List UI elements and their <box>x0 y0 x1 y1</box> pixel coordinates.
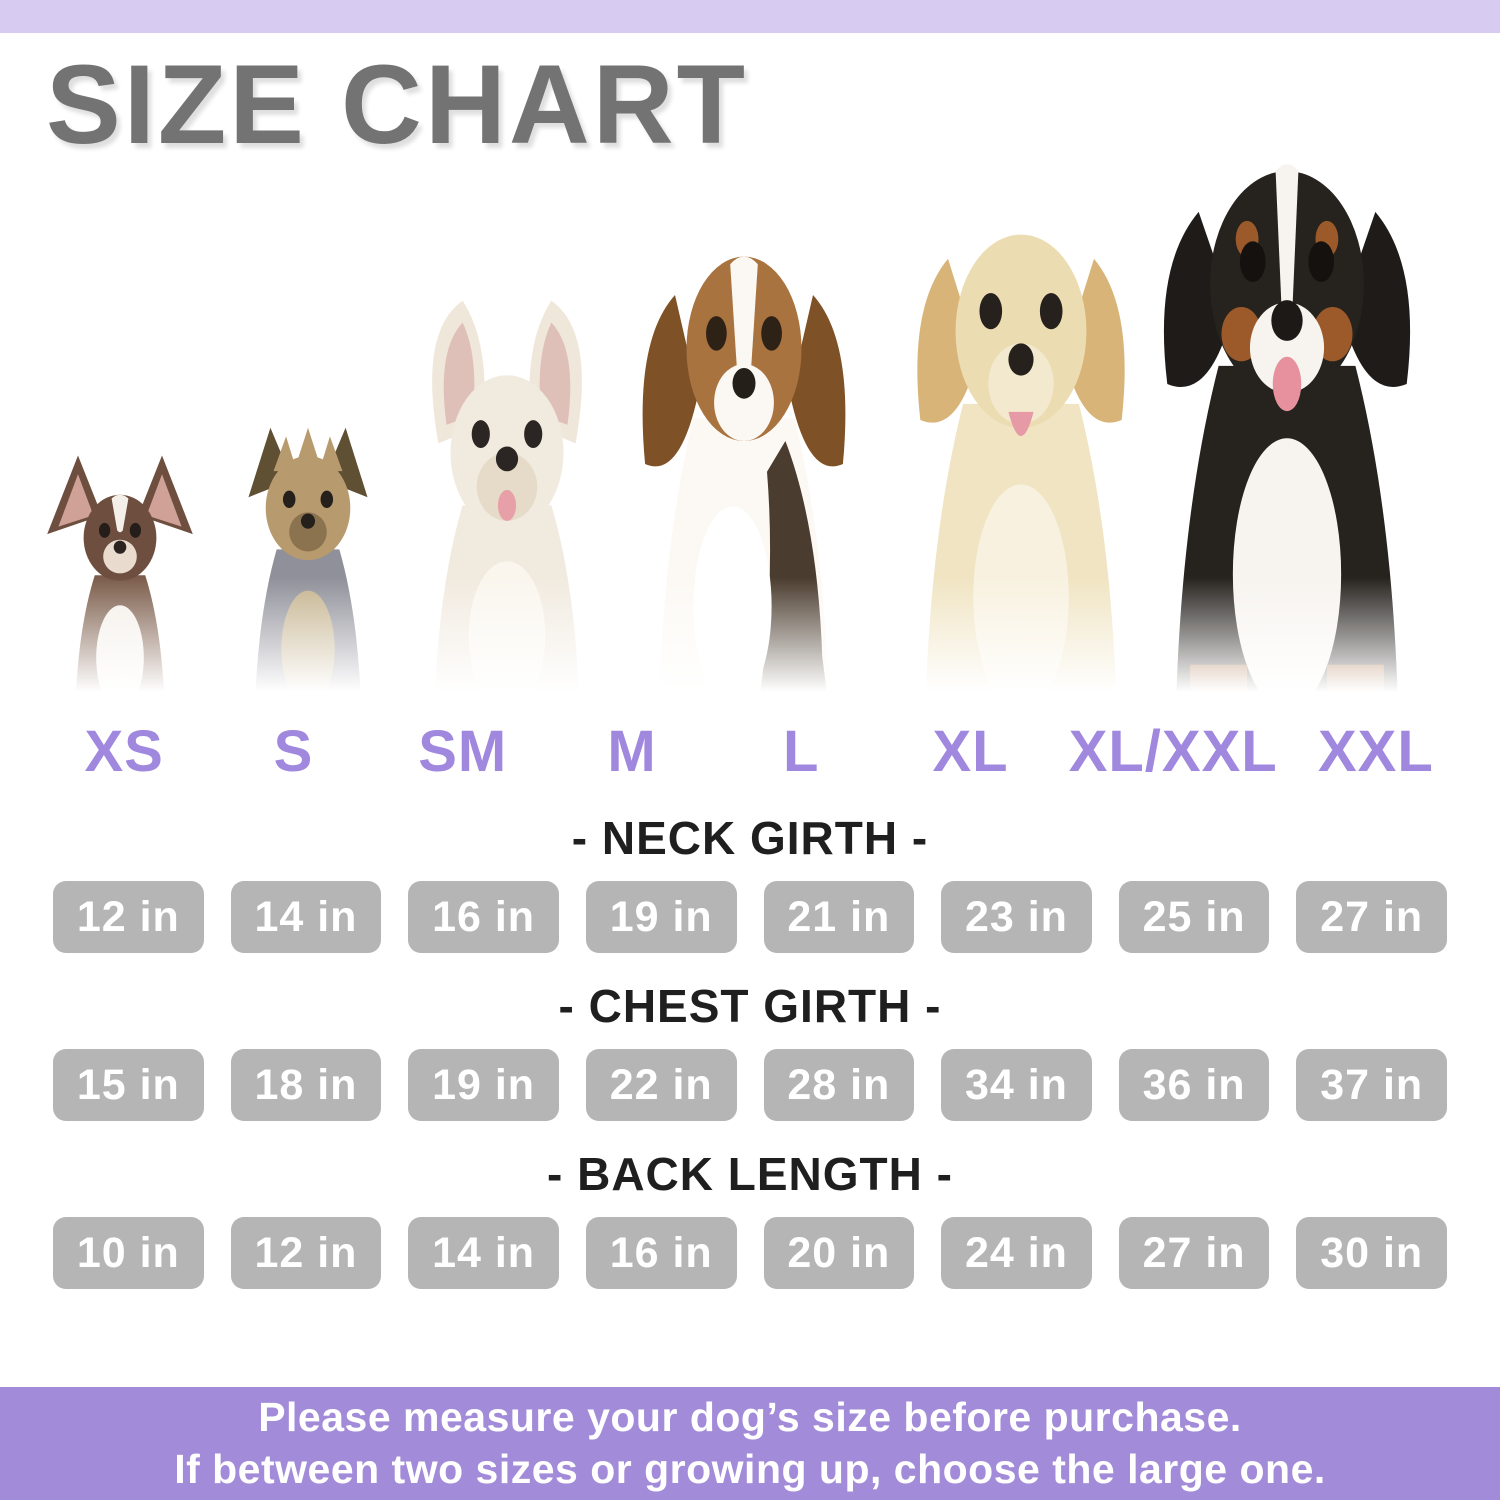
measurement-value-box: 19 in <box>585 881 737 953</box>
size-label: XL <box>932 719 1009 784</box>
value-row: 12 in 14 in 16 in 19 in 21 in 23 in 25 i… <box>0 881 1500 953</box>
size-label: SM <box>418 719 508 784</box>
measurement-value-box: 12 in <box>53 881 204 953</box>
measurement-section: - NECK GIRTH - 12 in 14 in 16 in 19 in 2… <box>0 811 1500 953</box>
footer-banner: Please measure your dog’s size before pu… <box>0 1387 1500 1500</box>
footer-line-2: If between two sizes or growing up, choo… <box>174 1446 1326 1492</box>
measurement-value-box: 18 in <box>230 1049 382 1121</box>
measurement-value-box: 34 in <box>941 1049 1092 1121</box>
top-accent-bar <box>0 0 1500 33</box>
measurement-value-box: 24 in <box>941 1217 1092 1289</box>
measurement-value-box: 16 in <box>585 1217 737 1289</box>
bernese-mountain-dog-photo <box>1116 76 1458 710</box>
measurement-value-box: 19 in <box>408 1049 559 1121</box>
measurement-value-box: 22 in <box>585 1049 737 1121</box>
measurement-value-box: 27 in <box>1118 1217 1270 1289</box>
size-label: M <box>607 719 657 784</box>
section-heading: - NECK GIRTH - <box>571 812 929 864</box>
chihuahua-dog-photo <box>36 448 204 710</box>
measurement-value-box: 15 in <box>53 1049 204 1121</box>
measurement-value-box: 27 in <box>1296 881 1447 953</box>
measurement-section: - CHEST GIRTH - 15 in 18 in 19 in 22 in … <box>0 979 1500 1121</box>
value-row: 15 in 18 in 19 in 22 in 28 in 34 in 36 i… <box>0 1049 1500 1121</box>
measurement-value-box: 20 in <box>763 1217 915 1289</box>
page-title: SIZE CHART <box>46 42 748 167</box>
measurement-value-box: 23 in <box>941 881 1092 953</box>
value-row: 10 in 12 in 14 in 16 in 20 in 24 in 27 i… <box>0 1217 1500 1289</box>
section-heading: - CHEST GIRTH - <box>558 980 942 1032</box>
section-heading: - BACK LENGTH - <box>547 1148 953 1200</box>
size-label: XS <box>84 719 164 784</box>
measurement-value-box: 36 in <box>1118 1049 1270 1121</box>
measurement-value-box: 28 in <box>763 1049 915 1121</box>
measurement-section: - BACK LENGTH - 10 in 12 in 14 in 16 in … <box>0 1147 1500 1289</box>
measurement-value-box: 14 in <box>230 881 382 953</box>
yorkshire-terrier-dog-photo <box>214 406 402 710</box>
french-bulldog-dog-photo <box>386 276 628 710</box>
measurement-value-box: 30 in <box>1296 1217 1447 1289</box>
measurement-value-box: 21 in <box>763 881 915 953</box>
size-labels-row: XS S SM M L XL XL/XXL XXL <box>0 718 1500 785</box>
dog-lineup <box>0 164 1500 712</box>
footer-line-1: Please measure your dog’s size before pu… <box>258 1393 1242 1440</box>
measurement-value-box: 14 in <box>408 1217 559 1289</box>
measurement-value-box: 10 in <box>53 1217 204 1289</box>
measurement-value-box: 12 in <box>230 1217 382 1289</box>
beagle-dog-photo <box>606 172 882 710</box>
measurement-value-box: 16 in <box>408 881 559 953</box>
size-label: L <box>783 719 820 784</box>
size-label: XXL <box>1317 719 1434 784</box>
measurement-sections: - NECK GIRTH - 12 in 14 in 16 in 19 in 2… <box>0 811 1500 1289</box>
measurement-value-box: 25 in <box>1118 881 1270 953</box>
measurement-value-box: 37 in <box>1296 1049 1447 1121</box>
size-label: XL/XXL <box>1068 719 1278 784</box>
size-label: S <box>273 719 314 784</box>
